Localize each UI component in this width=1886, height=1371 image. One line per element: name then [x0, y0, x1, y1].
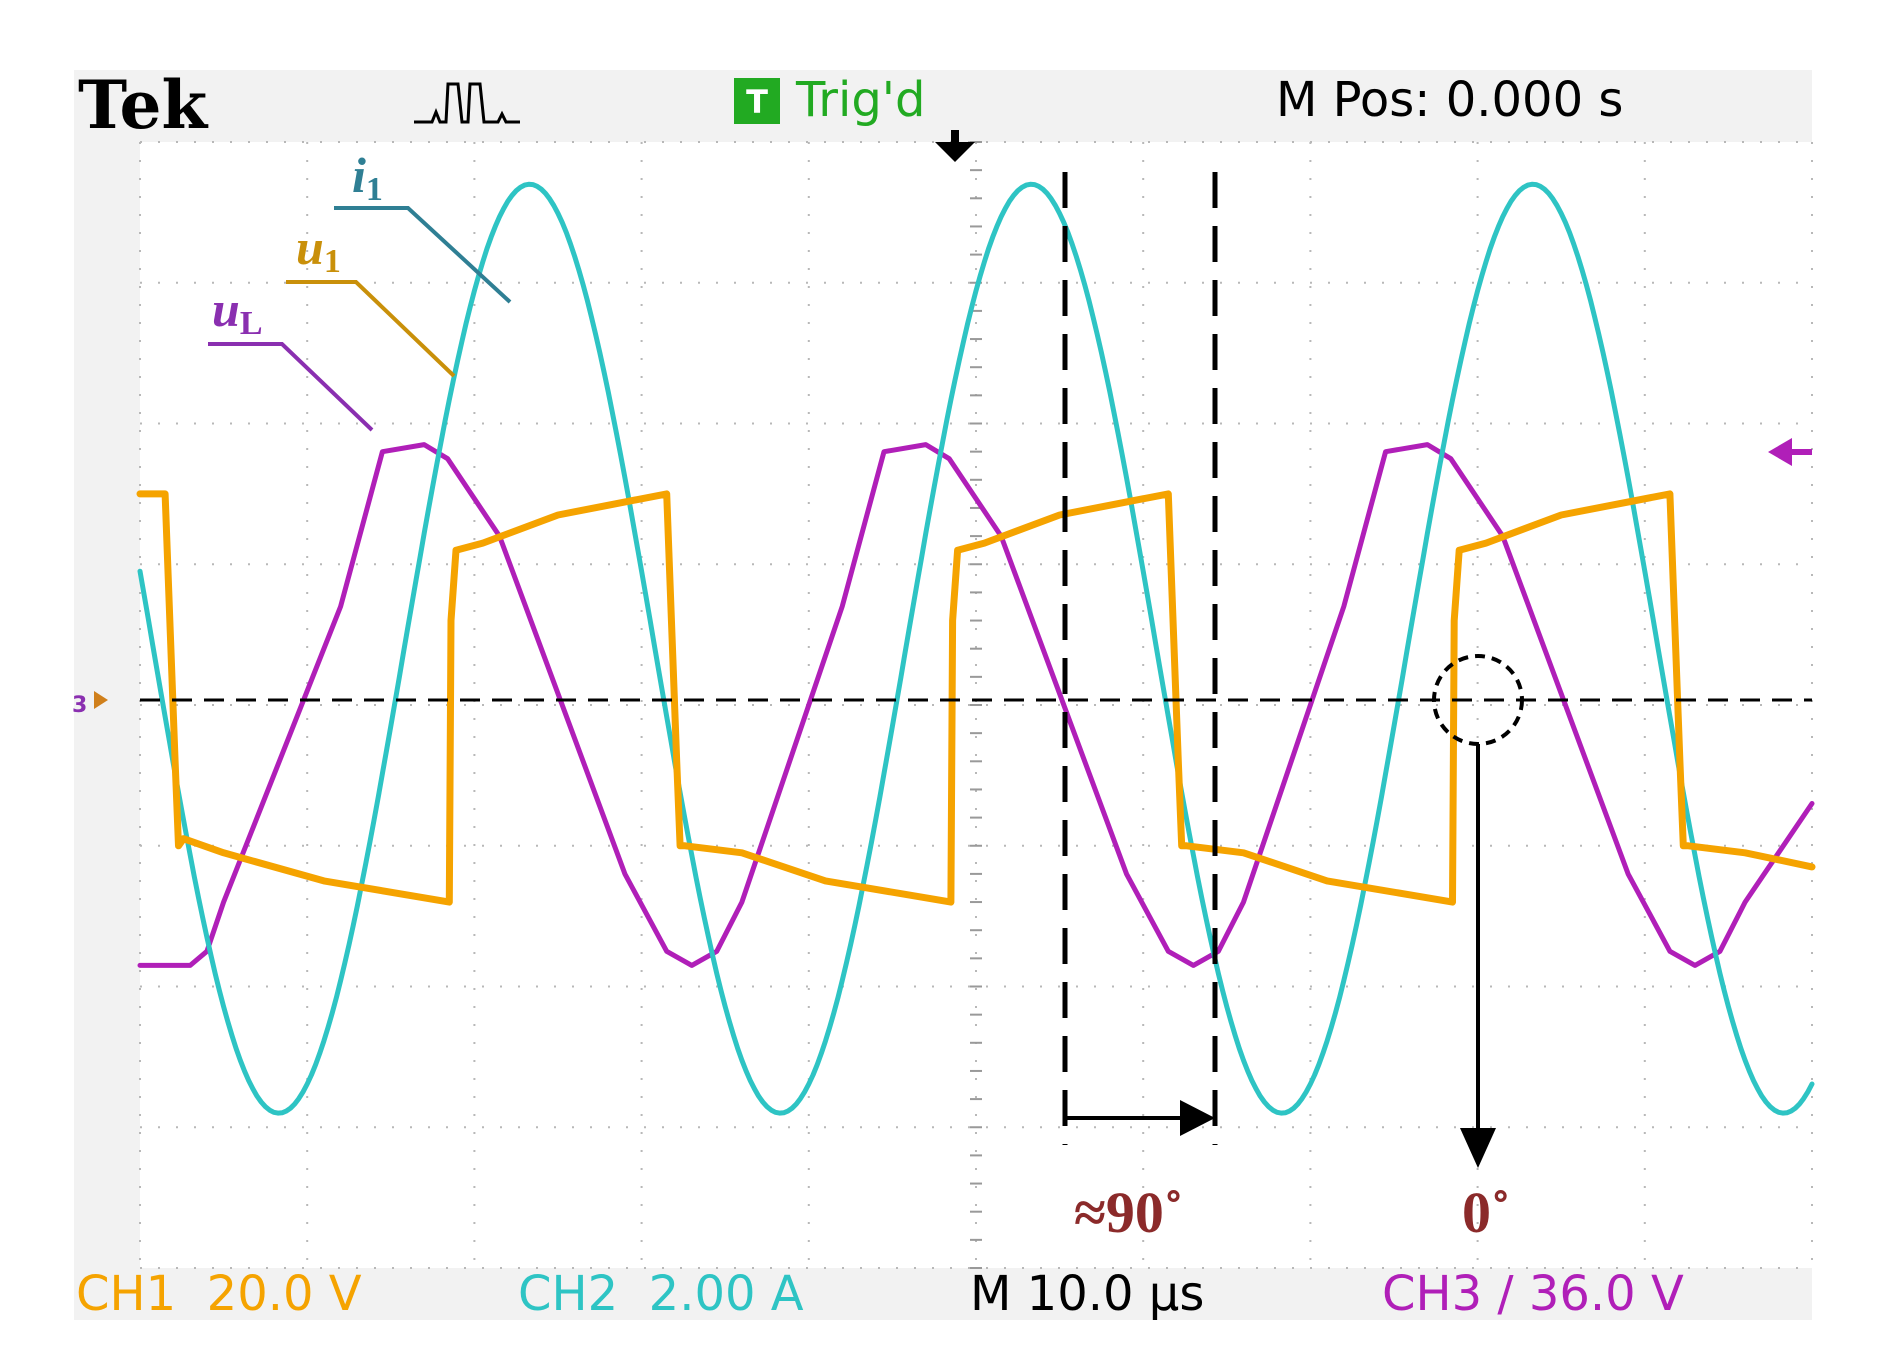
graticule [139, 141, 1813, 1269]
trigger-badge [734, 78, 780, 124]
trace-u1 [136, 490, 1816, 906]
annotation-overlay: 3 i1 u1 uL ≈90˚ 0˚ [72, 130, 1812, 1245]
ground-marker-label: 3 [72, 693, 87, 718]
ch3-trigger-readout: CH3 ∕ 36.0 V [1382, 1266, 1684, 1322]
phase-shift-label: ≈90˚ [1074, 1180, 1183, 1245]
brand-logo: Tek [78, 66, 209, 144]
ground-marker-arrow [94, 691, 108, 709]
i1-leader-line [334, 206, 512, 304]
m-pos-readout: M Pos: 0.000 s [1276, 72, 1623, 128]
trigger-status: Trig'd [795, 72, 925, 128]
ch3-level-marker-tail [1790, 449, 1812, 455]
trigger-badge-letter: T [746, 83, 768, 121]
u1-label-sub: 1 [324, 243, 341, 280]
uL-label: uL [212, 281, 263, 342]
u1-label: u1 [296, 219, 341, 280]
uL-label-sub: L [240, 305, 263, 342]
uL-label-main: u [212, 281, 240, 337]
waveform-traces [136, 181, 1816, 1116]
acquisition-waveform-icon [414, 82, 520, 124]
i1-label-main: i [352, 147, 366, 203]
timebase-readout: M 10.0 µs [970, 1266, 1204, 1322]
i1-label-sub: 1 [366, 171, 383, 208]
zero-phase-arrow-head [1460, 1128, 1496, 1168]
i1-label: i1 [352, 147, 383, 208]
trigger-position-stem [951, 130, 959, 144]
footer-bar: CH1 20.0 V CH2 2.00 A M 10.0 µs CH3 ∕ 36… [76, 1266, 1684, 1322]
trace-uL [137, 442, 1815, 968]
zero-phase-label: 0˚ [1462, 1180, 1510, 1245]
ch2-scale-readout: CH2 2.00 A [518, 1266, 804, 1322]
ch1-scale-readout: CH1 20.0 V [76, 1266, 362, 1322]
trigger-position-marker [935, 142, 975, 162]
phase-arrow-head [1180, 1100, 1215, 1136]
header-bar: Tek T Trig'd M Pos: 0.000 s [78, 66, 1623, 144]
u1-leader-line [286, 280, 456, 378]
ch3-level-marker [1768, 438, 1792, 466]
uL-leader-line [208, 342, 374, 432]
u1-label-main: u [296, 219, 324, 275]
trace-i1 [137, 181, 1815, 1116]
